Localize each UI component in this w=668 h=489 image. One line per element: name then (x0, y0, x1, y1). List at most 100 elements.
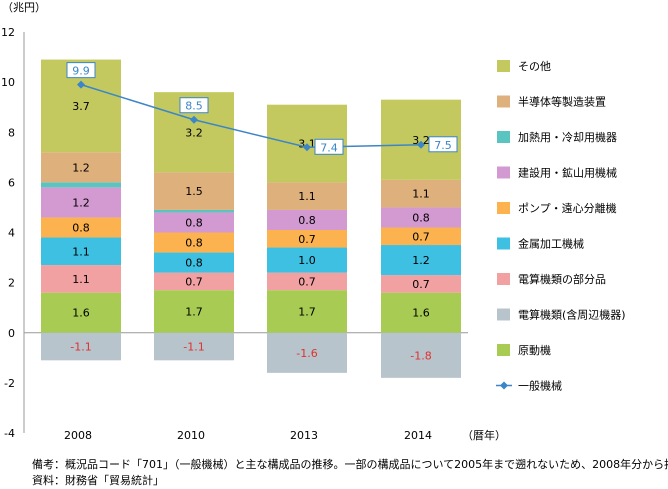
bar-segment (267, 272, 347, 291)
bar-segment (154, 272, 234, 291)
y-tick-label: 6 (8, 176, 15, 189)
bar-segment (41, 182, 121, 188)
bar-segment (267, 332, 347, 373)
line-value-label: 7.5 (434, 139, 452, 152)
y-tick-label: 10 (1, 76, 15, 89)
y-tick-label: -2 (4, 377, 15, 390)
data-label: 1.0 (298, 254, 316, 267)
bar-segment (381, 292, 461, 333)
data-label: 3.2 (185, 126, 203, 139)
bar-segment (267, 247, 347, 273)
data-label: 1.6 (72, 307, 90, 320)
legend-swatch (497, 95, 510, 108)
data-label: 0.7 (412, 230, 430, 243)
data-label: 0.8 (185, 216, 203, 229)
legend-swatch (497, 344, 510, 356)
bar-segment (41, 187, 121, 218)
legend-swatch (497, 131, 510, 143)
data-label: 1.1 (298, 190, 316, 203)
bar-segment (154, 232, 234, 253)
data-label: 1.7 (298, 305, 316, 318)
y-tick-label: 12 (1, 26, 15, 39)
data-label: 3.2 (412, 134, 430, 147)
legend-swatch (497, 308, 510, 321)
y-unit-label: （兆円） (2, 1, 46, 14)
bar-segment (381, 227, 461, 246)
bar-segment (381, 179, 461, 208)
notes-caption: 備考：概況品コード「701」（一般機械）と主な構成品の推移。一部の構成品について… (32, 458, 668, 471)
data-label: 1.7 (185, 305, 203, 318)
line-value-label: 7.4 (320, 141, 338, 154)
x-tick-label: 2010 (177, 429, 205, 442)
data-label: 1.1 (72, 245, 90, 258)
legend-label: 加熱用・冷却用機器 (518, 130, 617, 144)
y-tick-label: -4 (4, 427, 15, 440)
data-label: -1.6 (296, 347, 317, 360)
bar-segment (41, 292, 121, 333)
legend-label: 電算機類の部分品 (518, 272, 606, 286)
data-label: 0.7 (298, 233, 316, 246)
notes-source: 資料：財務省「貿易統計」 (32, 474, 164, 487)
line-value-box (179, 97, 209, 114)
bar-segment (41, 152, 121, 183)
bar-segment (381, 275, 461, 293)
legend-label: 金属加工機械 (518, 237, 584, 251)
data-label: -1.1 (183, 341, 204, 354)
data-label: 0.8 (72, 221, 90, 234)
legend-label: ポンプ・遠心分離機 (518, 201, 617, 215)
data-label: 0.8 (412, 211, 430, 224)
x-tick-label: 2013 (290, 429, 318, 442)
data-label: 0.7 (185, 275, 203, 288)
data-label: 0.8 (185, 257, 203, 270)
line-value-box (428, 136, 458, 153)
line-series-path (80, 83, 422, 149)
bar-segment (381, 332, 461, 378)
data-label: 1.6 (412, 307, 430, 320)
data-label: 0.8 (185, 237, 203, 250)
line-value-label: 8.5 (185, 100, 203, 113)
bar-segment (381, 207, 461, 228)
legend-swatch (497, 237, 510, 250)
bar-segment (41, 332, 121, 361)
line-value-box (314, 138, 344, 155)
data-label: 0.7 (412, 278, 430, 291)
bar-segment (267, 209, 347, 230)
x-unit-label: （暦年） (462, 428, 506, 442)
bar-segment (381, 245, 461, 276)
legend-swatch (497, 166, 510, 179)
legend-swatch (497, 202, 510, 214)
data-label: -1.8 (410, 349, 431, 362)
legend-swatch (497, 60, 510, 72)
legend-label: 原動機 (518, 343, 551, 357)
x-tick-label: 2014 (404, 429, 432, 442)
bar-segment (154, 172, 234, 210)
legend-label: 建設用・鉱山用機械 (518, 166, 617, 180)
data-label: 1.1 (412, 188, 430, 201)
bar-segment (267, 290, 347, 333)
x-tick-label: 2008 (64, 429, 92, 442)
line-value-box (66, 62, 96, 79)
bar-segment (41, 237, 121, 266)
data-label: 3.7 (72, 100, 90, 113)
bar-segment (154, 209, 234, 213)
bar-segment (41, 217, 121, 238)
line-value-label: 9.9 (72, 65, 90, 78)
legend-label: 電算機類(含周辺機器) (518, 308, 626, 322)
data-label: 1.2 (72, 161, 90, 174)
legend-swatch (497, 273, 510, 285)
line-point (303, 143, 311, 152)
y-tick-label: 8 (8, 126, 15, 139)
y-tick-label: 0 (8, 327, 15, 340)
line-point (417, 140, 425, 149)
data-label: 1.2 (72, 196, 90, 209)
data-label: 0.7 (298, 275, 316, 288)
line-point (77, 80, 85, 89)
data-label: 1.1 (72, 273, 90, 286)
legend-label: 一般機械 (518, 379, 562, 393)
legend-line-marker (500, 381, 508, 390)
bar-segment (154, 332, 234, 361)
y-tick-label: 4 (8, 227, 15, 240)
y-tick-label: 2 (8, 277, 15, 290)
bar-segment (154, 252, 234, 273)
